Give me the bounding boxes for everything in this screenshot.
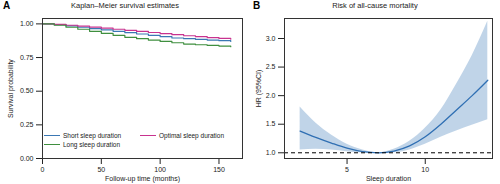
html-text:A: A: [3, 0, 11, 11]
svg-text:100: 100: [154, 166, 166, 173]
svg-text:1.00: 1.00: [20, 20, 34, 27]
svg-text:10: 10: [421, 166, 429, 173]
svg-text:Survival probability: Survival probability: [7, 59, 15, 118]
svg-text:0.50: 0.50: [20, 87, 34, 94]
html-text:B: B: [253, 0, 261, 11]
svg-text:50: 50: [97, 166, 105, 173]
html-text:Short sleep duration: Short sleep duration: [63, 132, 122, 139]
svg-text:1.5: 1.5: [266, 120, 276, 127]
svg-text:Sleep duration: Sleep duration: [366, 175, 411, 183]
svg-text:1.0: 1.0: [266, 149, 276, 156]
html-text:Long sleep duration: Long sleep duration: [63, 141, 121, 148]
svg-text:Follow-up time (months): Follow-up time (months): [105, 175, 180, 183]
svg-text:3.0: 3.0: [266, 35, 276, 42]
svg-text:0: 0: [41, 166, 45, 173]
svg-text:0.00: 0.00: [20, 155, 34, 162]
svg-text:2.5: 2.5: [266, 63, 276, 70]
svg-text:HR (95%CI): HR (95%CI): [255, 70, 263, 108]
svg-text:5: 5: [345, 166, 349, 173]
svg-text:2.0: 2.0: [266, 92, 276, 99]
svg-text:150: 150: [213, 166, 225, 173]
html-text:Optimal sleep duration: Optimal sleep duration: [159, 132, 224, 139]
svg-text:0.75: 0.75: [20, 54, 34, 61]
html-text:Kaplan–Meier survival estimate: Kaplan–Meier survival estimates: [71, 1, 179, 10]
html-text:Risk of all-cause mortality: Risk of all-cause mortality: [332, 1, 418, 10]
svg-text:0.25: 0.25: [20, 121, 34, 128]
